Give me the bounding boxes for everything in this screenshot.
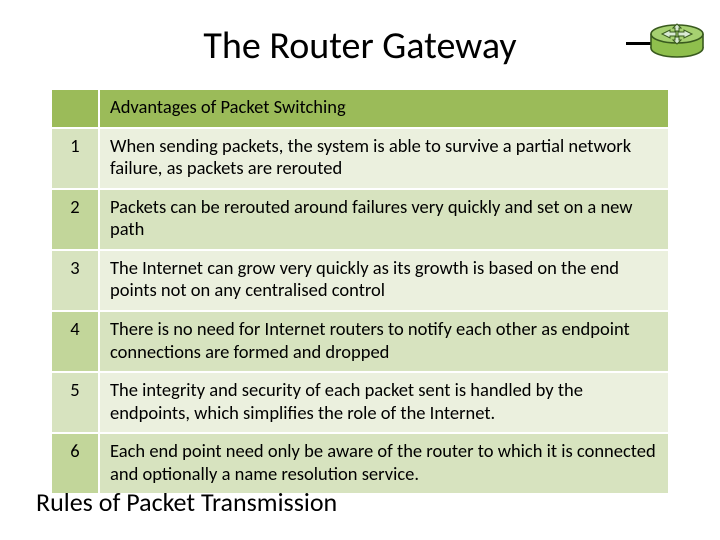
row-text: Packets can be rerouted around failures … xyxy=(99,189,669,250)
table-row: 1 When sending packets, the system is ab… xyxy=(51,128,669,189)
router-icon xyxy=(646,12,708,67)
table-row: 2 Packets can be rerouted around failure… xyxy=(51,189,669,250)
row-number: 4 xyxy=(51,311,99,372)
advantages-table: Advantages of Packet Switching 1 When se… xyxy=(50,88,670,495)
row-number: 3 xyxy=(51,250,99,311)
row-number: 2 xyxy=(51,189,99,250)
header-empty-cell xyxy=(51,89,99,128)
row-text: When sending packets, the system is able… xyxy=(99,128,669,189)
header-label-cell: Advantages of Packet Switching xyxy=(99,89,669,128)
row-number: 5 xyxy=(51,372,99,433)
row-text: The integrity and security of each packe… xyxy=(99,372,669,433)
table-row: 3 The Internet can grow very quickly as … xyxy=(51,250,669,311)
footer-caption: Rules of Packet Transmission xyxy=(36,486,337,518)
table-row: 4 There is no need for Internet routers … xyxy=(51,311,669,372)
table-row: 5 The integrity and security of each pac… xyxy=(51,372,669,433)
table-header-row: Advantages of Packet Switching xyxy=(51,89,669,128)
page-title: The Router Gateway xyxy=(203,23,516,69)
row-text: The Internet can grow very quickly as it… xyxy=(99,250,669,311)
row-text: There is no need for Internet routers to… xyxy=(99,311,669,372)
row-number: 1 xyxy=(51,128,99,189)
